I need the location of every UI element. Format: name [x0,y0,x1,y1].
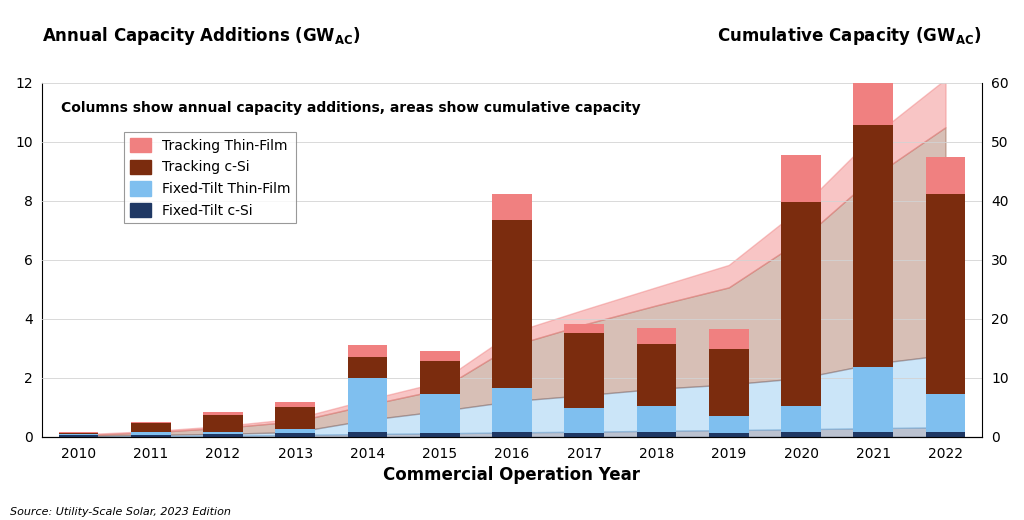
X-axis label: Commercial Operation Year: Commercial Operation Year [384,466,640,484]
Bar [926,193,966,394]
Bar [926,157,966,193]
Bar [853,432,893,437]
Bar [203,412,243,415]
Bar [564,324,604,333]
Bar [420,433,460,437]
Bar [493,433,531,437]
Bar [709,329,749,349]
Bar [637,433,677,437]
Bar [203,432,243,434]
Bar [275,401,315,407]
Bar [493,193,531,220]
Bar [926,433,966,437]
Bar [709,349,749,415]
Bar [420,394,460,433]
Bar [275,429,315,433]
Bar [131,423,171,432]
Bar [131,435,171,437]
Bar [564,333,604,408]
Bar [853,367,893,432]
Bar [493,388,531,433]
Bar [347,378,387,433]
Bar [709,415,749,433]
Bar [347,433,387,437]
Bar [275,407,315,429]
Text: Source: Utility-Scale Solar, 2023 Edition: Source: Utility-Scale Solar, 2023 Editio… [10,508,231,517]
Bar [203,415,243,432]
Bar [347,357,387,378]
Bar [347,345,387,357]
Bar [781,155,821,202]
Bar [781,433,821,437]
Bar [203,434,243,437]
Bar [131,432,171,435]
Bar [637,406,677,433]
Bar [564,408,604,433]
Bar [781,202,821,406]
Bar [637,328,677,344]
Text: Annual Capacity Additions (GW$_\mathregular{AC}$): Annual Capacity Additions (GW$_\mathregu… [42,25,361,47]
Bar [781,406,821,433]
Bar [275,433,315,437]
Bar [420,361,460,394]
Bar [420,351,460,361]
Bar [58,433,98,434]
Bar [853,125,893,367]
Text: Columns show annual capacity additions, areas show cumulative capacity: Columns show annual capacity additions, … [61,100,641,114]
Bar [493,220,531,388]
Bar [564,433,604,437]
Bar [926,394,966,433]
Text: Cumulative Capacity (GW$_\mathregular{AC}$): Cumulative Capacity (GW$_\mathregular{AC… [718,25,982,47]
Bar [58,434,98,435]
Bar [131,422,171,423]
Bar [58,435,98,437]
Legend: Tracking Thin-Film, Tracking c-Si, Fixed-Tilt Thin-Film, Fixed-Tilt c-Si: Tracking Thin-Film, Tracking c-Si, Fixed… [125,132,296,224]
Bar [637,344,677,406]
Bar [709,433,749,437]
Bar [853,84,893,125]
